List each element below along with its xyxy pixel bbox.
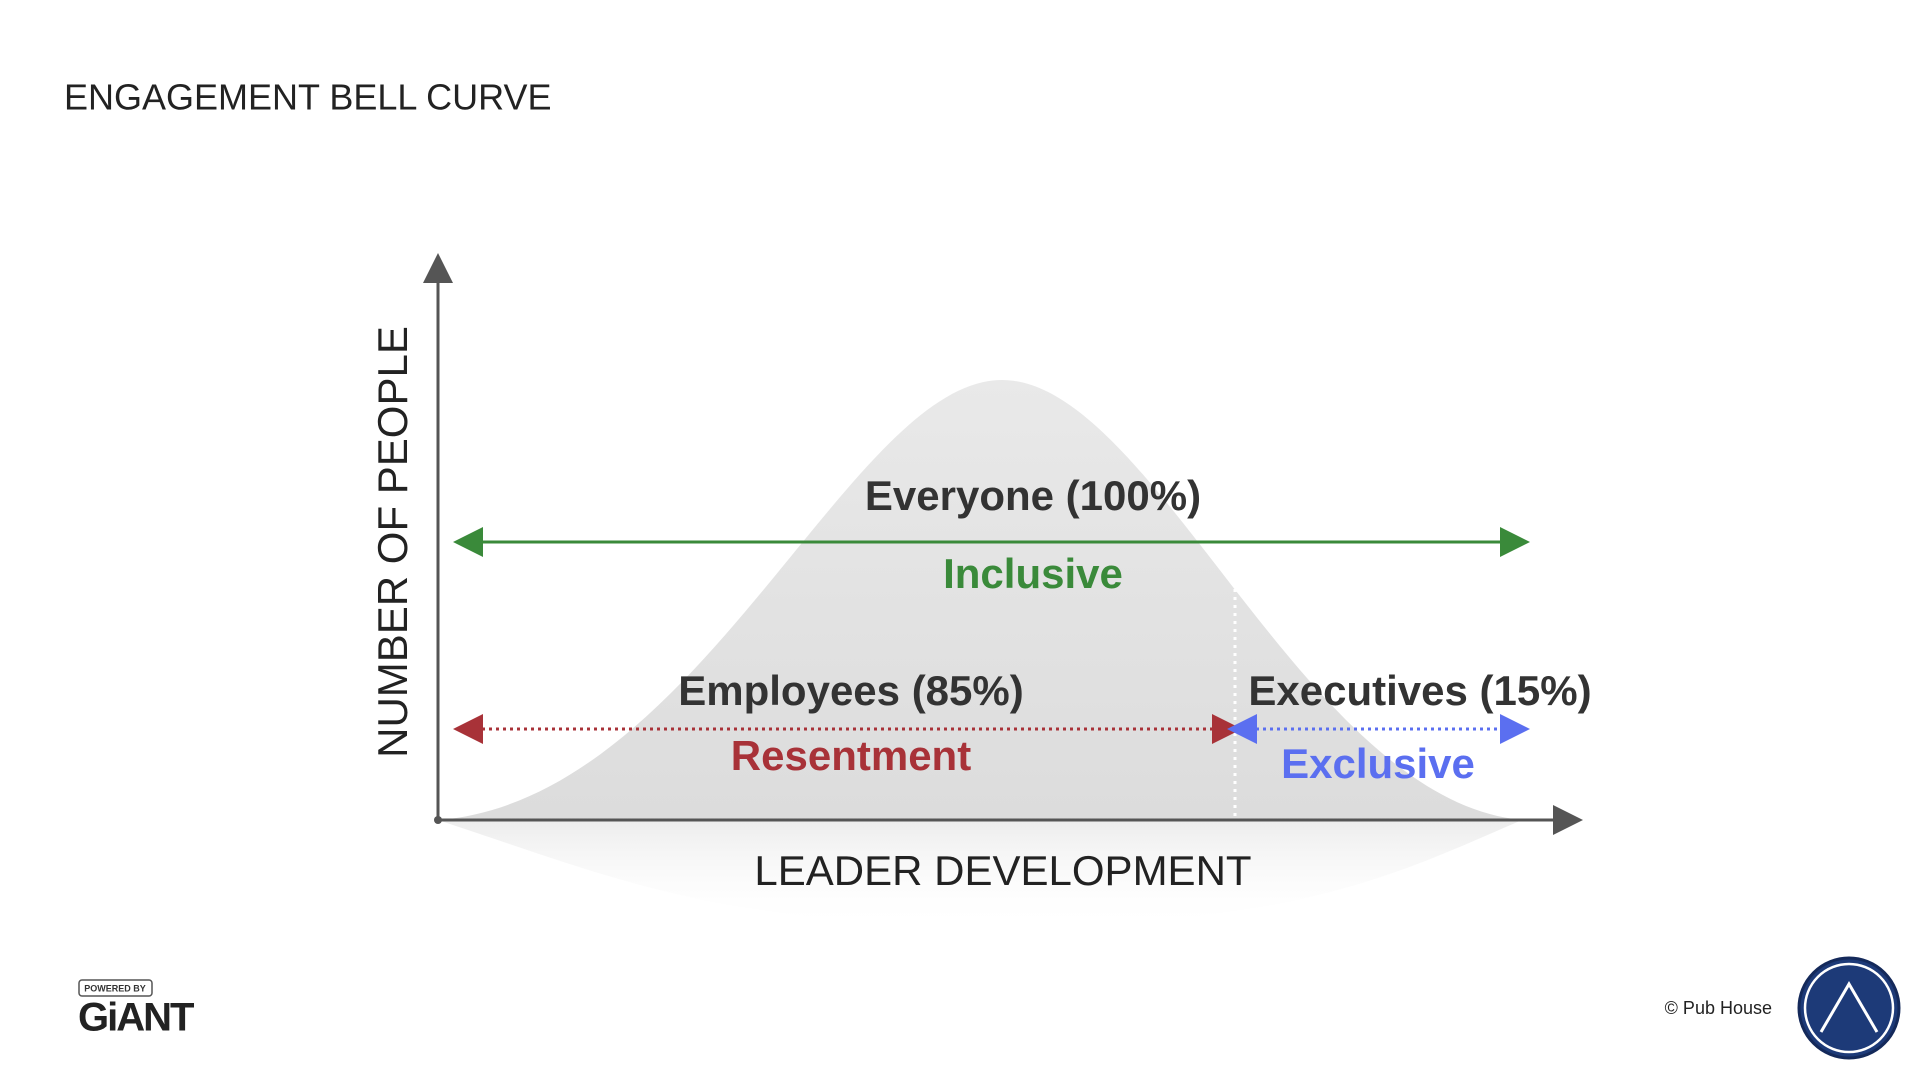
brand: GiANT xyxy=(78,996,194,1040)
group-label: Everyone (100%) xyxy=(865,472,1201,519)
x-axis-label: LEADER DEVELOPMENT xyxy=(754,847,1251,894)
copyright: © Pub House xyxy=(1665,998,1772,1018)
title: ENGAGEMENT BELL CURVE xyxy=(64,77,551,118)
group-sublabel: Inclusive xyxy=(943,550,1123,597)
powered-by: POWERED BY xyxy=(84,983,146,993)
group-sublabel: Exclusive xyxy=(1281,740,1475,787)
logo xyxy=(1797,956,1901,1060)
group-label: Executives (15%) xyxy=(1248,667,1591,714)
bell-reflection xyxy=(438,820,1522,930)
bell-curve xyxy=(438,380,1522,820)
logo-ring xyxy=(1803,962,1895,1054)
group-label: Employees (85%) xyxy=(678,667,1023,714)
y-axis-label: NUMBER OF PEOPLE xyxy=(369,326,416,758)
powered-badge xyxy=(78,979,153,997)
logo-mark xyxy=(1819,981,1879,1033)
origin xyxy=(434,816,442,824)
group-sublabel: Resentment xyxy=(731,732,971,779)
